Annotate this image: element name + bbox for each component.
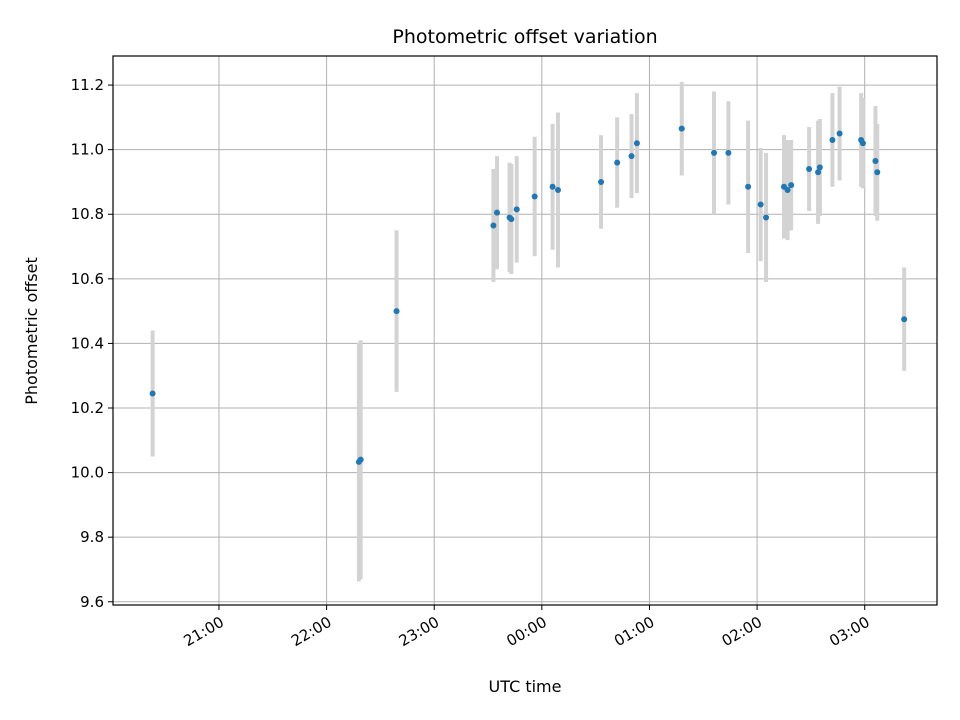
data-point — [874, 169, 881, 176]
data-point — [494, 209, 501, 216]
data-point — [806, 166, 813, 173]
data-point — [393, 308, 400, 315]
data-point — [531, 193, 538, 200]
data-point — [745, 183, 752, 190]
grid — [113, 56, 937, 605]
data-point — [784, 187, 791, 194]
data-point — [788, 182, 795, 189]
data-point — [763, 214, 770, 221]
data-point — [513, 206, 520, 213]
data-point — [711, 149, 718, 156]
x-axis-label: UTC time — [489, 677, 562, 696]
data-point — [614, 159, 621, 166]
y-tick-label: 10.8 — [71, 205, 104, 223]
y-tick-label: 11.2 — [71, 76, 104, 94]
y-tick-label: 10.2 — [71, 399, 104, 417]
data-point — [508, 216, 515, 223]
y-tick-label: 10.0 — [71, 464, 104, 482]
data-point — [628, 153, 635, 160]
y-tick-label: 10.4 — [71, 334, 104, 352]
data-point — [757, 201, 764, 208]
data-point — [859, 140, 866, 147]
data-point — [678, 125, 685, 132]
data-point — [549, 183, 556, 190]
data-point — [872, 157, 879, 164]
data-point — [816, 164, 823, 171]
data-points — [149, 125, 908, 465]
data-point — [815, 169, 822, 176]
plot-frame — [112, 55, 938, 606]
data-point — [725, 149, 732, 156]
data-point — [554, 187, 561, 194]
y-tick-label: 9.6 — [80, 593, 104, 611]
data-point — [149, 390, 156, 397]
data-point — [901, 316, 908, 323]
y-tick-label: 10.6 — [71, 270, 104, 288]
data-point — [357, 456, 364, 463]
data-point — [598, 178, 605, 185]
y-tick-label: 11.0 — [71, 141, 104, 159]
data-point — [836, 130, 843, 137]
y-axis-ticks: 9.6 9.8 10.0 10.2 10.4 10.6 10.8 11.0 11.2 — [71, 76, 113, 611]
y-tick-label: 9.8 — [80, 528, 104, 546]
chart-title: Photometric offset variation — [392, 26, 657, 48]
data-point — [633, 140, 640, 147]
data-point — [829, 136, 836, 143]
data-point — [490, 222, 497, 229]
y-axis-label: Photometric offset — [22, 257, 41, 405]
